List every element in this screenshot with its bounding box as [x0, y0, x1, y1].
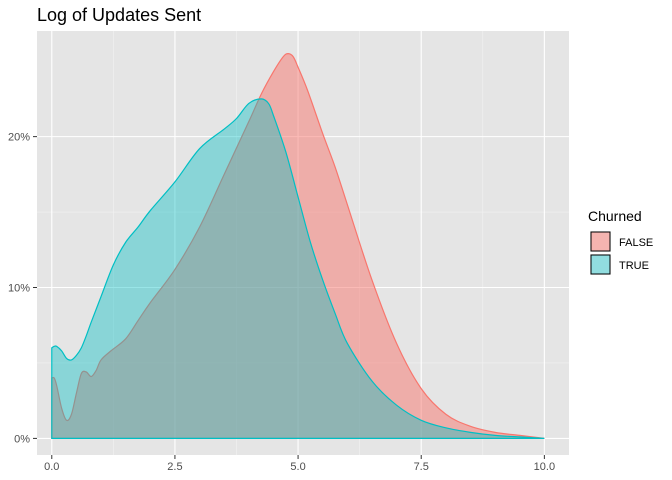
y-tick-label: 10%: [8, 283, 30, 295]
x-tick-label: 2.5: [167, 461, 182, 473]
x-tick-label: 10.0: [534, 461, 555, 473]
legend-key-background: [590, 254, 611, 275]
density-area-false: [51, 53, 545, 439]
x-tick-label: 5.0: [290, 461, 305, 473]
density-areas: [51, 53, 545, 439]
x-tick-label: 7.5: [414, 461, 429, 473]
legend-swatch-false: [590, 231, 611, 252]
chart-title: Log of Updates Sent: [37, 5, 201, 25]
y-tick-label: 20%: [8, 132, 30, 144]
y-tick-label: 0%: [14, 433, 30, 445]
legend-items: FALSE TRUE: [590, 231, 653, 275]
legend: Churned FALSE TRUE: [588, 208, 653, 275]
legend-swatch-true: [590, 254, 611, 275]
x-axis: 0.0 2.5 5.0 7.5 10.0: [44, 455, 555, 473]
y-axis: 0% 10% 20%: [8, 132, 37, 445]
x-tick-label: 0.0: [44, 461, 59, 473]
density-area-true: [51, 98, 545, 439]
legend-label-false: FALSE: [619, 237, 653, 249]
legend-title: Churned: [588, 208, 642, 224]
legend-label-true: TRUE: [619, 260, 649, 272]
